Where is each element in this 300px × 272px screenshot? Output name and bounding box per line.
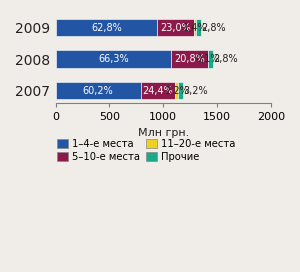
Text: 2,2%: 2,2% <box>164 86 189 95</box>
Bar <box>178 82 183 99</box>
Bar <box>194 19 196 36</box>
X-axis label: Млн грн.: Млн грн. <box>138 128 189 138</box>
Bar <box>175 82 178 99</box>
Bar <box>56 82 141 99</box>
Text: 2,8%: 2,8% <box>213 54 238 64</box>
Text: 23,0%: 23,0% <box>160 23 191 33</box>
Legend: 1–4-е места, 5–10-е места, 11–20-е места, Прочие: 1–4-е места, 5–10-е места, 11–20-е места… <box>53 135 239 166</box>
Text: 2,8%: 2,8% <box>201 23 226 33</box>
Bar <box>157 19 194 36</box>
Text: 62,8%: 62,8% <box>91 23 122 33</box>
Bar <box>141 82 175 99</box>
Bar <box>171 51 208 68</box>
Bar <box>196 19 201 36</box>
Text: 3,2%: 3,2% <box>183 86 208 95</box>
Text: 0,1%: 0,1% <box>195 54 220 64</box>
Bar <box>56 51 171 68</box>
Text: 24,4%: 24,4% <box>142 86 173 95</box>
Text: 1,4%: 1,4% <box>183 23 208 33</box>
Text: 66,3%: 66,3% <box>98 54 129 64</box>
Text: 60,2%: 60,2% <box>83 86 113 95</box>
Bar <box>56 19 157 36</box>
Bar <box>208 51 213 68</box>
Text: 20,8%: 20,8% <box>174 54 205 64</box>
